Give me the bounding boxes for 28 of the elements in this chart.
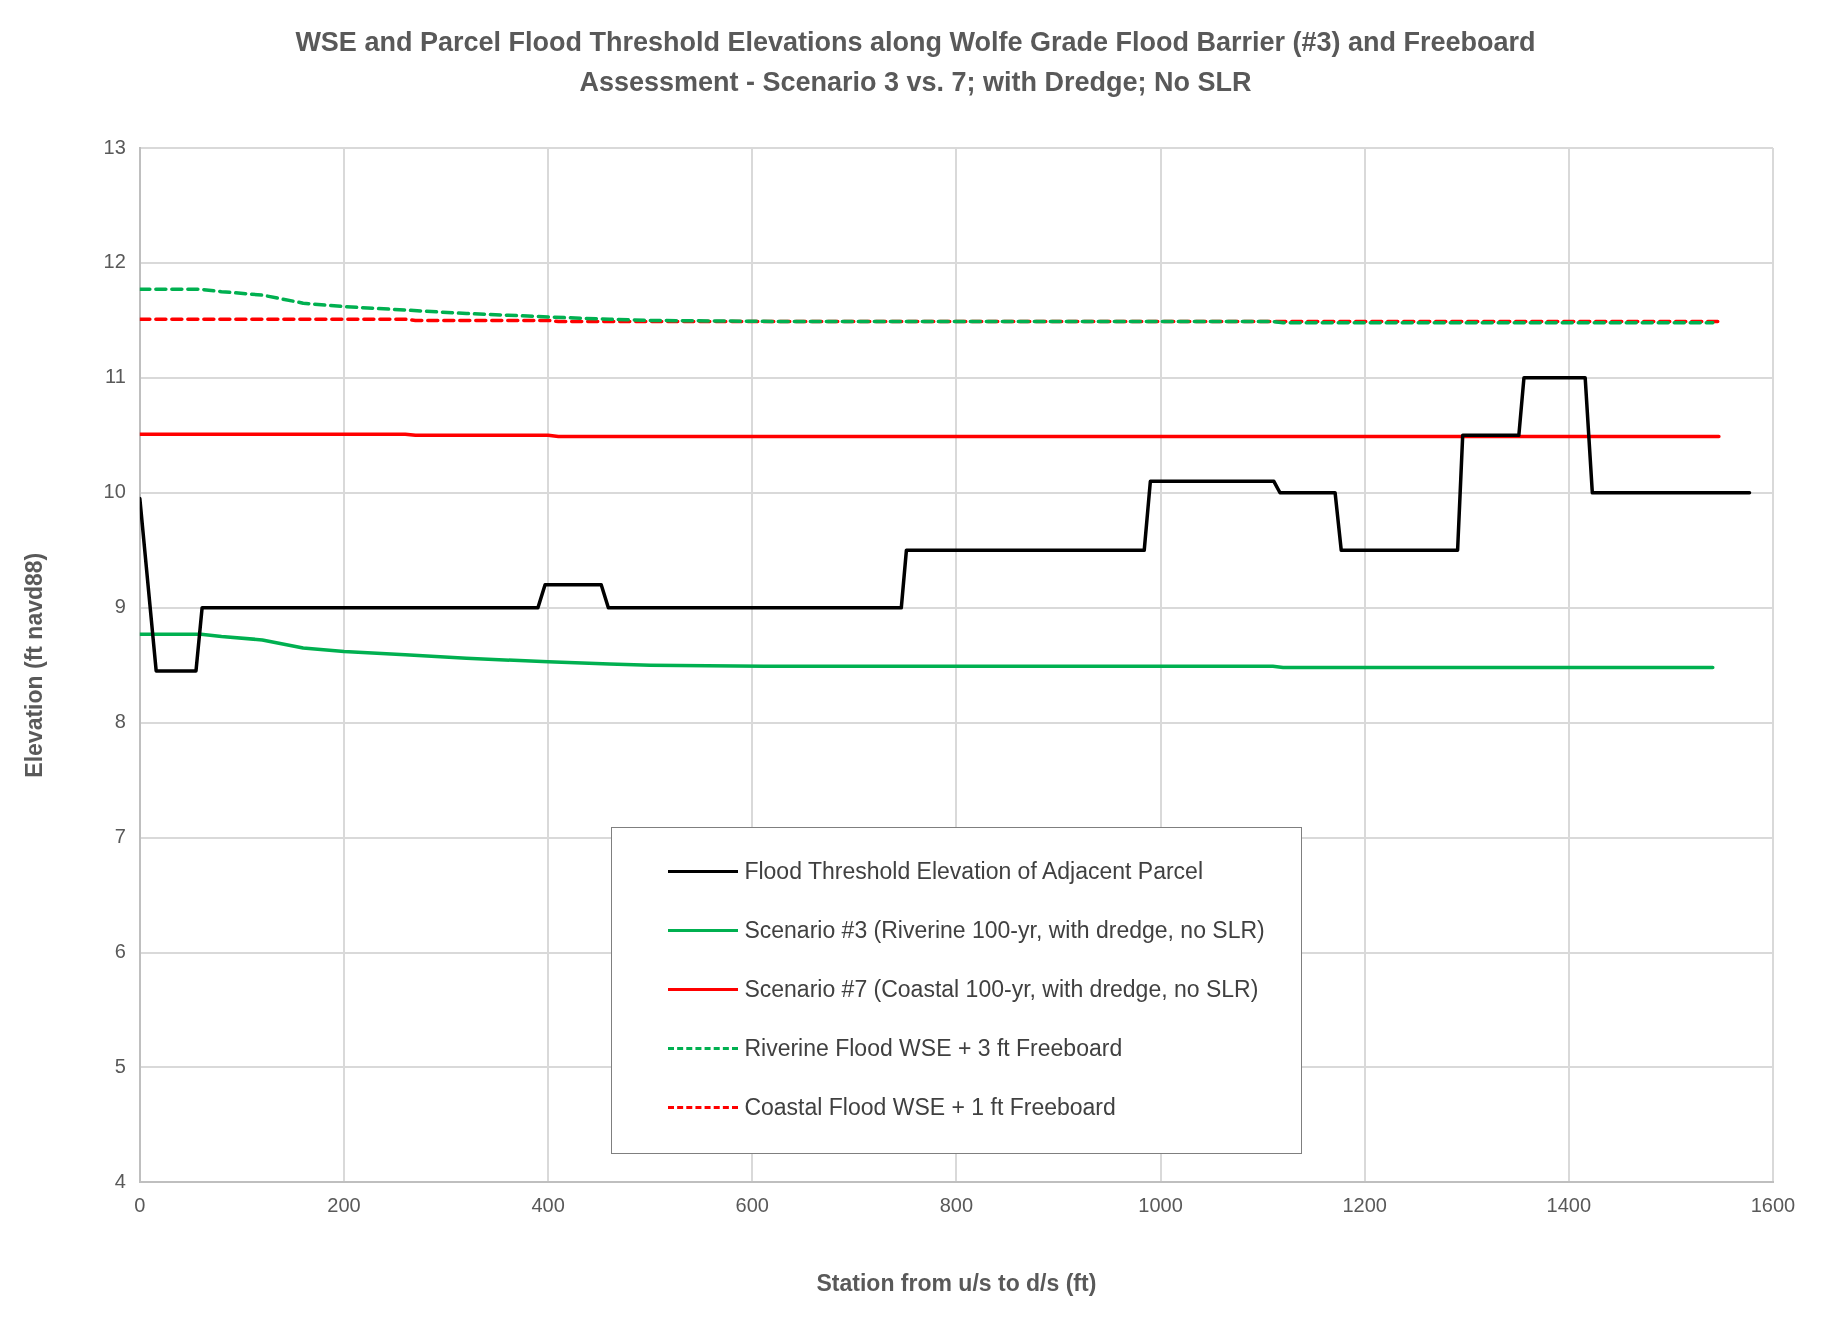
x-tick-label: 600 <box>735 1193 769 1216</box>
y-tick-label: 7 <box>114 825 126 848</box>
x-axis-title: Station from u/s to d/s (ft) <box>816 1269 1097 1296</box>
legend-label: Flood Threshold Elevation of Adjacent Parcel <box>744 858 1203 886</box>
y-tick-label: 6 <box>114 940 126 963</box>
line-series <box>139 287 1715 325</box>
y-tick-label: 11 <box>105 365 126 388</box>
y-tick-label: 13 <box>103 135 126 158</box>
legend-label: Riverine Flood WSE + 3 ft Freeboard <box>744 1035 1123 1063</box>
x-tick-label: 1400 <box>1546 1193 1592 1216</box>
x-tick-label: 1600 <box>1750 1193 1796 1216</box>
x-tick-label: 0 <box>134 1193 146 1216</box>
chart-title: WSE and Parcel Flood Threshold Elevations along Wolfe Grade Flood Barrier (#3) and Freeboard Assessment - Scenario 3 vs. 7; with Dredge; No SLR <box>294 26 1537 99</box>
x-tick-label: 200 <box>327 1193 361 1216</box>
y-tick-label: 4 <box>114 1169 126 1192</box>
legend-label: Coastal Flood WSE + 1 ft Freeboard <box>744 1094 1116 1122</box>
legend-label: Scenario #7 (Coastal 100-yr, with dredge, no SLR) <box>744 976 1259 1004</box>
y-axis-title: Elevation (ft navd88) <box>21 552 48 778</box>
y-tick-label: 9 <box>114 595 126 618</box>
x-tick-label: 1200 <box>1342 1193 1387 1216</box>
x-tick-label: 800 <box>939 1193 974 1216</box>
legend-label: Scenario #3 (Riverine 100-yr, with dredge, no SLR) <box>744 917 1265 945</box>
x-tick-label: 1000 <box>1138 1193 1183 1216</box>
y-tick-label: 10 <box>103 480 126 503</box>
y-tick-label: 12 <box>103 250 126 273</box>
x-tick-label: 400 <box>531 1193 565 1216</box>
y-tick-label: 8 <box>114 710 126 733</box>
y-tick-label: 5 <box>114 1054 126 1077</box>
